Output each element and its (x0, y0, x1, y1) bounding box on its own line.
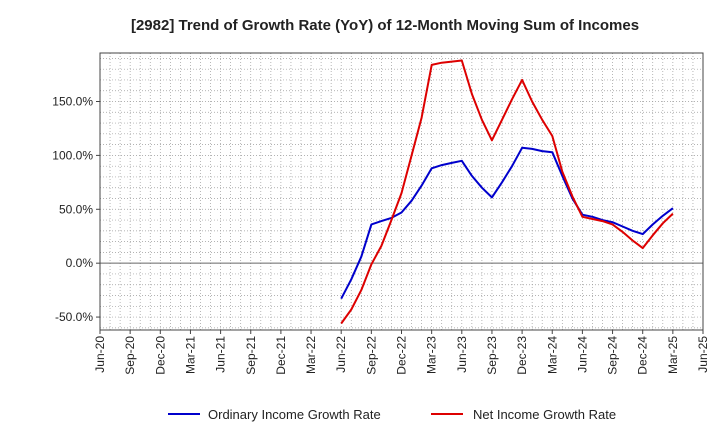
x-tick-label: Jun-24 (575, 336, 589, 373)
chart-title: [2982] Trend of Growth Rate (YoY) of 12-… (131, 17, 639, 34)
x-tick-label: Dec-21 (274, 336, 288, 375)
x-tick-label: Dec-24 (636, 336, 650, 375)
legend: Ordinary Income Growth Rate Net Income G… (168, 407, 616, 422)
x-tick-label: Jun-23 (455, 336, 469, 373)
x-tick-label: Sep-21 (244, 336, 258, 375)
grid (100, 53, 703, 330)
x-tick-label: Jun-21 (214, 336, 228, 373)
x-tick-label: Dec-23 (515, 336, 529, 375)
legend-label-net-income: Net Income Growth Rate (473, 407, 616, 422)
series-line-net-income (340, 59, 674, 325)
x-tick-label: Dec-20 (153, 336, 167, 375)
x-tick-label: Mar-24 (545, 336, 559, 374)
y-tick-label: -50.0% (55, 310, 93, 324)
series-line-ordinary-income (340, 146, 674, 300)
x-tick-label: Sep-22 (364, 336, 378, 375)
x-tick-label: Sep-20 (123, 336, 137, 375)
x-tick-label: Sep-24 (606, 336, 620, 375)
x-tick-label: Dec-22 (395, 336, 409, 375)
y-tick-label: 150.0% (52, 95, 93, 109)
x-tick-label: Jun-22 (334, 336, 348, 373)
x-tick-label: Jun-25 (696, 336, 710, 373)
legend-label-ordinary-income: Ordinary Income Growth Rate (208, 407, 381, 422)
x-tick-label: Mar-25 (666, 336, 680, 374)
y-axis: -50.0% 0.0% 50.0% 100.0% 150.0% (52, 95, 100, 324)
x-tick-label: Jun-20 (93, 336, 107, 373)
x-tick-label: Mar-23 (425, 336, 439, 374)
x-tick-label: Sep-23 (485, 336, 499, 375)
y-tick-label: 0.0% (66, 256, 94, 270)
y-tick-label: 100.0% (52, 148, 93, 162)
y-tick-label: 50.0% (59, 202, 93, 216)
x-tick-label: Mar-22 (304, 336, 318, 374)
x-axis: Jun-20 Sep-20 Dec-20 Mar-21 Jun-21 Sep-21 Dec-… (93, 330, 710, 375)
x-tick-label: Mar-21 (183, 336, 197, 374)
series-lines (340, 59, 674, 325)
